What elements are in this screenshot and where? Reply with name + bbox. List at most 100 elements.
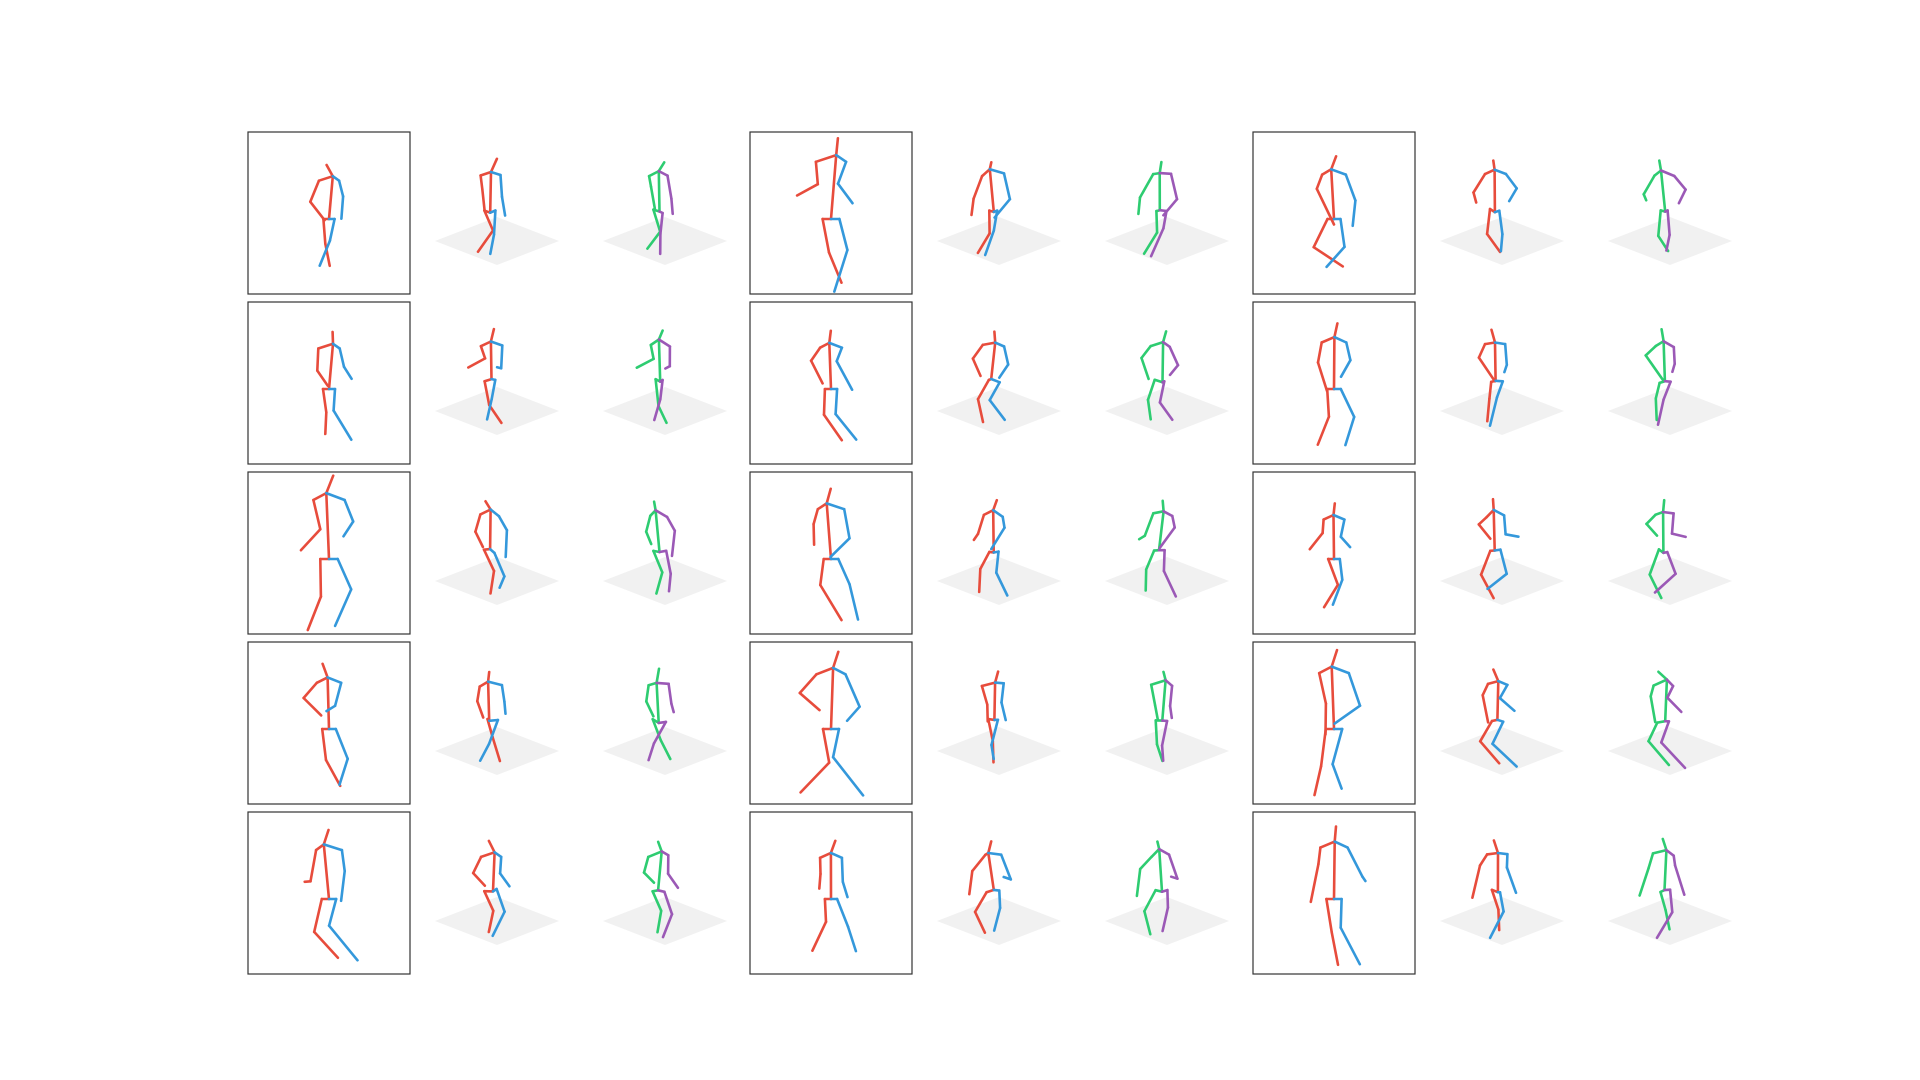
bone [647,681,658,687]
bone [1339,217,1346,249]
bone [321,387,328,414]
bone [1661,837,1668,852]
bone [1492,839,1500,855]
bone [1150,847,1161,859]
ground-plane-icon [1440,557,1564,605]
bone [1496,679,1500,722]
bone [845,705,861,723]
stick-figure-2d-icon [299,474,355,632]
bone [471,855,483,875]
bone [1666,684,1675,700]
bone [308,200,326,222]
bone [1330,930,1340,967]
bone [478,680,490,688]
bone [821,727,831,764]
bone [1666,696,1683,714]
bone [474,513,482,534]
bone [1490,888,1500,911]
bone [1308,531,1324,551]
bone [1332,513,1346,521]
bone [1333,322,1339,339]
bone [483,209,495,232]
bone [655,571,664,595]
bone [1162,209,1168,230]
pose-3d-prediction-panel [937,670,1061,775]
bone [659,211,664,236]
bone [489,508,501,518]
stick-figure-3d-truth-icon [1645,498,1687,600]
bone [1668,888,1674,914]
bone [654,377,660,408]
pose-3d-truth-panel [1608,159,1732,265]
bone [1642,193,1648,202]
bone [657,169,661,213]
bone [1488,380,1493,401]
stick-figure-3d-prediction-icon [1477,328,1509,428]
pose-3d-truth-panel [603,667,727,775]
bone [322,843,331,901]
bone [1002,172,1012,201]
bone [812,522,816,547]
bone [1505,866,1518,895]
stick-figure-3d-prediction-icon [475,670,507,763]
bone [1000,701,1008,722]
bone [318,239,332,268]
bone [818,851,833,860]
pose-2d-panel [749,471,913,635]
ground-plane-icon [1440,387,1564,435]
bone [1654,381,1661,400]
bone [484,499,492,511]
bone [309,848,318,883]
bone [1339,358,1352,379]
ground-plane-icon [1105,897,1229,945]
bone [312,491,328,502]
bone [1135,867,1142,898]
bone [339,869,347,903]
panel-frame [247,131,411,295]
bone [976,397,985,424]
bone [1665,678,1675,688]
pose-2d-panel [749,301,913,465]
bone [1653,572,1677,594]
bone [1490,328,1497,344]
bone [1316,341,1323,364]
bone [1160,744,1165,763]
stick-figure-3d-prediction-icon [476,157,507,256]
bone [324,491,346,502]
bone [799,761,831,794]
pose-3d-truth-panel [1105,499,1229,605]
stick-figure-3d-prediction-icon [972,498,1009,597]
bone [1644,354,1665,382]
pose-2d-panel [1252,131,1416,295]
bone [1339,926,1362,966]
bone [1472,172,1487,194]
bone [818,557,826,587]
bone [1143,888,1157,913]
bone [1478,853,1489,867]
bone [649,338,661,347]
bone [1671,362,1676,374]
bone [831,650,840,670]
bone [642,855,650,874]
stick-figure-3d-truth-icon [644,500,677,595]
bone [829,153,838,221]
bone [652,720,668,745]
bone [1155,743,1164,763]
stick-figure-2d-icon [811,839,858,953]
pose-2d-panel [247,471,411,635]
bone [655,681,670,686]
bone [500,195,507,217]
ground-plane-icon [937,217,1061,265]
bone [848,582,860,621]
bone [971,343,985,360]
bone [1161,330,1168,344]
bone [992,906,1002,932]
ground-plane-icon [603,387,727,435]
bone [321,662,329,679]
bone [479,170,493,177]
bone [657,338,672,348]
bone [1497,679,1509,687]
bone [489,170,502,177]
bone [1677,188,1687,205]
pose-3d-truth-panel [1608,498,1732,605]
